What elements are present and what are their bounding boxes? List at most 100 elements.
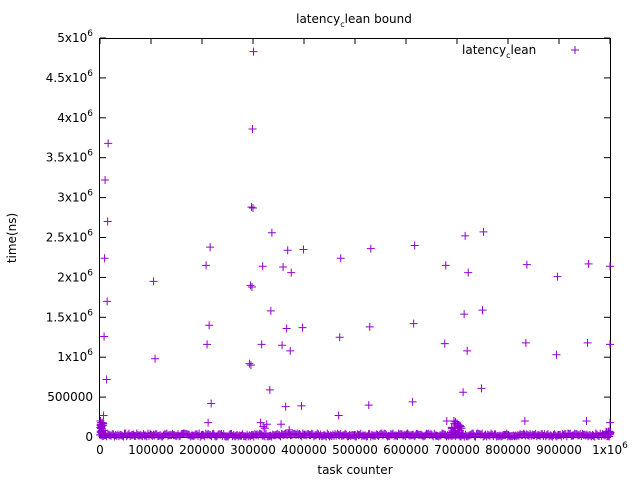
data-point: [207, 399, 216, 408]
series-points: [96, 47, 614, 435]
data-point: [277, 420, 286, 429]
data-point: [247, 203, 256, 212]
x-tick-label: 900000: [536, 443, 582, 457]
data-point: [283, 246, 292, 255]
data-point: [279, 263, 288, 272]
data-point: [459, 388, 468, 397]
y-tick-label: 5x106: [57, 29, 93, 45]
chart-title: latencyclean bound: [296, 12, 412, 29]
data-point: [479, 227, 488, 236]
x-tick-label: 100000: [128, 443, 174, 457]
data-point: [202, 261, 211, 270]
data-point: [206, 243, 215, 252]
baseline-point: [176, 431, 185, 440]
data-point: [460, 310, 469, 319]
baseline-point: [578, 430, 587, 439]
data-point: [461, 231, 470, 240]
data-point: [287, 268, 296, 277]
data-point: [282, 324, 291, 333]
x-tick-label: 200000: [179, 443, 225, 457]
data-point: [440, 339, 449, 348]
data-point: [286, 346, 295, 355]
y-tick-label: 1.5x106: [46, 308, 93, 324]
x-axis-ticks: 0 100000 200000 300000 400000 500000 600000 700…: [96, 38, 628, 457]
data-point: [478, 306, 487, 315]
data-point: [408, 397, 417, 406]
baseline-point: [382, 431, 391, 440]
y-tick-label: 4.5x106: [46, 69, 93, 85]
data-point: [297, 401, 306, 410]
data-point: [102, 375, 111, 384]
data-point: [298, 323, 307, 332]
data-point: [335, 333, 344, 342]
data-point: [103, 297, 112, 306]
data-point: [149, 277, 158, 286]
data-point: [606, 418, 614, 427]
data-point: [249, 203, 257, 212]
data-point: [583, 338, 592, 347]
data-point: [364, 401, 373, 410]
legend-label: latencyclean: [462, 43, 536, 60]
data-point: [258, 262, 267, 271]
cluster-point: [97, 424, 106, 433]
data-point: [584, 259, 593, 268]
data-point: [266, 306, 275, 315]
cluster-point: [606, 427, 615, 436]
y-tick-label: 0: [85, 430, 93, 444]
data-point: [104, 139, 113, 148]
data-point: [441, 261, 450, 270]
data-point: [257, 340, 266, 349]
x-tick-label: 300000: [230, 443, 276, 457]
data-point: [464, 268, 473, 277]
data-point: [100, 254, 109, 263]
data-point: [521, 338, 530, 347]
data-point: [151, 354, 160, 363]
baseline-point: [535, 431, 544, 440]
data-point: [366, 244, 375, 253]
y-tick-label: 3x106: [57, 189, 93, 205]
x-axis-label: task counter: [317, 463, 392, 477]
data-point: [246, 281, 255, 290]
data-point: [520, 417, 529, 426]
cluster-point: [458, 429, 467, 438]
x-tick-label: 1x106: [592, 441, 628, 457]
y-tick-label: 2.5x106: [46, 229, 93, 245]
y-axis-label: time(ns): [5, 213, 19, 263]
data-point: [299, 245, 308, 254]
data-point: [262, 420, 271, 429]
data-point: [101, 176, 110, 185]
baseline-point: [559, 431, 568, 440]
data-point: [267, 228, 276, 237]
data-point: [442, 417, 451, 426]
data-point: [99, 411, 108, 420]
data-point: [278, 341, 287, 350]
y-tick-label: 1x106: [57, 348, 93, 364]
data-point: [463, 346, 472, 355]
data-point: [553, 272, 562, 281]
data-point: [365, 322, 374, 331]
x-tick-label: 700000: [434, 443, 480, 457]
y-tick-label: 2x106: [57, 268, 93, 284]
data-point: [247, 282, 256, 291]
data-point: [552, 350, 561, 359]
baseline-noise: [96, 418, 615, 441]
y-tick-label: 500000: [47, 390, 93, 404]
data-point: [582, 417, 591, 426]
x-tick-label: 400000: [281, 443, 327, 457]
legend: latencyclean: [462, 43, 579, 60]
data-point: [204, 418, 213, 427]
cluster-point: [96, 428, 105, 437]
cluster-point: [447, 423, 456, 432]
y-tick-label: 4x106: [57, 109, 93, 125]
data-point: [410, 241, 419, 250]
data-point: [100, 332, 109, 341]
x-tick-label: 0: [96, 443, 104, 457]
data-point: [281, 402, 290, 411]
cluster-point: [454, 428, 463, 437]
data-point: [606, 262, 614, 271]
cluster-point: [98, 419, 107, 428]
data-point: [265, 385, 274, 394]
data-point: [477, 384, 486, 393]
data-point: [336, 254, 345, 263]
